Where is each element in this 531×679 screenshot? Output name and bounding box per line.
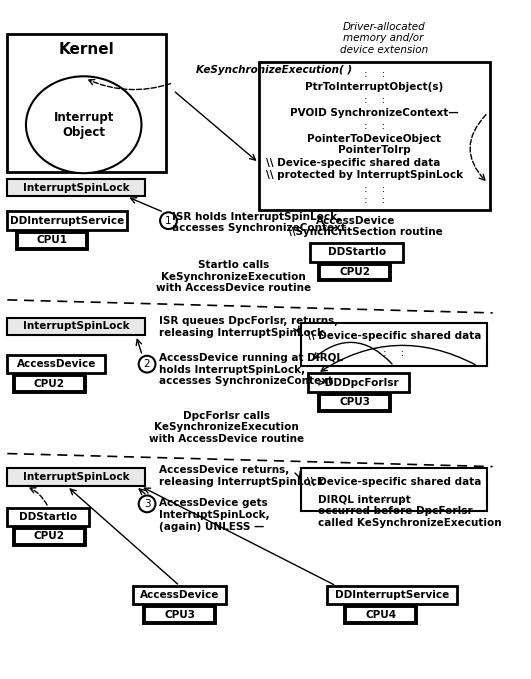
Text: DpcForIsr calls
KeSynchronizeExecution
with AccessDevice routine: DpcForIsr calls KeSynchronizeExecution w… (149, 411, 304, 444)
Ellipse shape (26, 76, 141, 173)
Bar (144, 606, 215, 623)
Text: \\ Device-specific shared data: \\ Device-specific shared data (307, 331, 481, 341)
Text: AccessDevice running at DIRQL
holds InterruptSpinLock,
accesses SynchronizeConte: AccessDevice running at DIRQL holds Inte… (159, 353, 343, 386)
Bar (7, 179, 145, 196)
Text: Kernel: Kernel (58, 42, 114, 57)
Text: InterruptSpinLock: InterruptSpinLock (23, 473, 130, 482)
Text: CPU3: CPU3 (339, 397, 370, 407)
Bar (7, 211, 126, 230)
Text: PointerToDeviceObject: PointerToDeviceObject (307, 134, 441, 144)
Text: \\ Device-specific shared data: \\ Device-specific shared data (266, 158, 441, 168)
Bar (346, 606, 416, 623)
Text: PVOID SynchronizeContext—: PVOID SynchronizeContext— (290, 108, 459, 117)
Text: :    :: : : (383, 348, 405, 358)
Text: ISR queues DpcForIsr, returns,
releasing InterruptSpinLock: ISR queues DpcForIsr, returns, releasing… (159, 316, 338, 337)
Text: >DDDpcForIsr: >DDDpcForIsr (317, 378, 400, 388)
Bar (14, 528, 84, 545)
Text: CPU4: CPU4 (365, 610, 397, 620)
Text: DDStartIo: DDStartIo (19, 512, 78, 522)
Text: :    :: : : (364, 184, 385, 194)
Bar (7, 355, 105, 373)
Text: ISR holds InterruptSpinLock,
accesses SynchronizeContext: ISR holds InterruptSpinLock, accesses Sy… (172, 212, 346, 234)
Text: :    :: : : (364, 195, 385, 205)
Text: AccessDevice: AccessDevice (316, 216, 396, 225)
Bar (301, 469, 487, 511)
Bar (7, 469, 145, 486)
Bar (319, 394, 390, 411)
Text: StartIo calls
KeSynchronizeExecution
with AccessDevice routine: StartIo calls KeSynchronizeExecution wit… (156, 260, 311, 293)
Text: CPU2: CPU2 (34, 379, 65, 388)
Text: InterruptSpinLock: InterruptSpinLock (23, 321, 130, 331)
Text: CPU2: CPU2 (34, 532, 65, 541)
Text: Driver-allocated
memory and/or
device extension: Driver-allocated memory and/or device ex… (339, 22, 428, 55)
Text: :    :: : : (364, 94, 385, 105)
Text: PtrToInterruptObject(s): PtrToInterruptObject(s) (305, 81, 443, 92)
Text: InterruptSpinLock: InterruptSpinLock (23, 183, 130, 193)
Text: CPU1: CPU1 (37, 235, 67, 245)
Text: AccessDevice gets
InterruptSpinLock,
(again) UNLESS —: AccessDevice gets InterruptSpinLock, (ag… (159, 498, 270, 532)
Text: :    :: : : (383, 493, 405, 503)
Text: KeSynchronizeExecution( ): KeSynchronizeExecution( ) (196, 65, 353, 75)
Text: 1: 1 (165, 216, 172, 225)
Text: DDStartIo: DDStartIo (328, 247, 386, 257)
Text: CPU2: CPU2 (339, 267, 370, 277)
Text: DDInterruptService: DDInterruptService (10, 216, 124, 225)
Text: \\SynchCritSection routine: \\SynchCritSection routine (288, 227, 442, 237)
Bar (7, 35, 166, 172)
Bar (16, 232, 88, 249)
Text: 3: 3 (144, 499, 150, 509)
Text: :    :: : : (364, 121, 385, 130)
Bar (14, 375, 84, 392)
Text: AccessDevice: AccessDevice (140, 590, 219, 600)
Text: 2: 2 (144, 359, 150, 369)
Bar (327, 586, 457, 604)
Text: \\ protected by InterruptSpinLock: \\ protected by InterruptSpinLock (266, 170, 464, 180)
Text: DIRQL interrupt
occurred before DpcForIsr
called KeSynchronizeExecution: DIRQL interrupt occurred before DpcForIs… (318, 495, 501, 528)
Bar (319, 263, 390, 280)
Text: \\ Device-specific shared data: \\ Device-specific shared data (307, 477, 481, 487)
Bar (308, 373, 409, 392)
Bar (7, 318, 145, 335)
Bar (301, 323, 487, 366)
Bar (7, 508, 89, 526)
Text: AccessDevice returns,
releasing InterruptSpinLock: AccessDevice returns, releasing Interrup… (159, 465, 324, 487)
Text: CPU3: CPU3 (164, 610, 195, 620)
Bar (133, 586, 226, 604)
Bar (259, 62, 490, 210)
Text: :    :: : : (364, 69, 385, 79)
Text: DDInterruptService: DDInterruptService (335, 590, 449, 600)
Text: Interrupt
Object: Interrupt Object (54, 111, 114, 139)
Text: AccessDevice: AccessDevice (16, 359, 96, 369)
Text: PointerToIrp: PointerToIrp (338, 145, 410, 155)
Bar (310, 243, 403, 261)
